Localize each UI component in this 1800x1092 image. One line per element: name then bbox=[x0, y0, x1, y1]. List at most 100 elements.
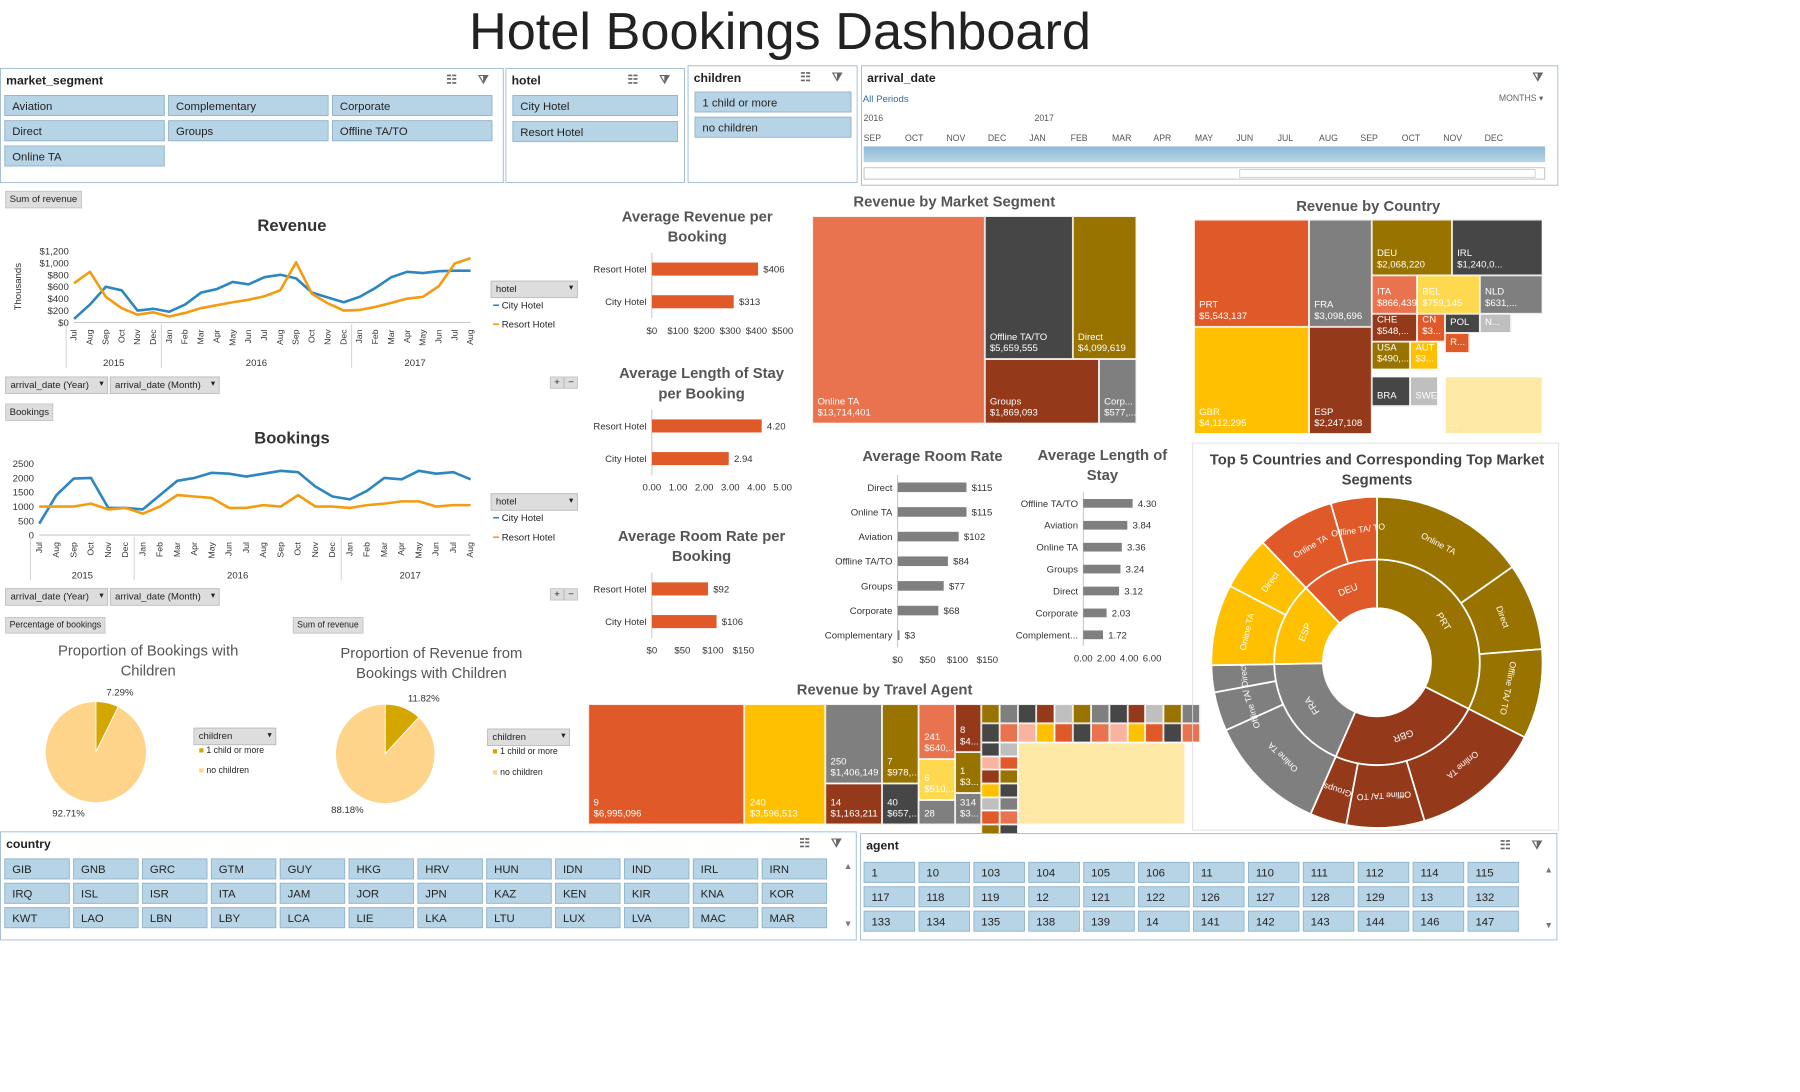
slicer-item[interactable]: City Hotel bbox=[512, 94, 679, 116]
slicer-item[interactable]: ISR bbox=[142, 882, 208, 904]
treemap-tile[interactable] bbox=[999, 797, 1019, 811]
scroll-down-icon[interactable]: ▼ bbox=[843, 919, 853, 930]
children-filter-dropdown[interactable]: children bbox=[193, 727, 277, 746]
slicer-item[interactable]: MAR bbox=[761, 907, 828, 929]
treemap-tile[interactable]: AUT $3... bbox=[1410, 341, 1438, 370]
treemap-tile[interactable] bbox=[1127, 704, 1146, 724]
slicer-item[interactable]: LIE bbox=[348, 907, 414, 929]
month-field-button[interactable]: arrival_date (Month) bbox=[109, 588, 220, 606]
treemap-tile[interactable] bbox=[981, 783, 1000, 798]
slicer-item[interactable]: LBN bbox=[142, 907, 208, 929]
slicer-item[interactable]: 142 bbox=[1247, 910, 1300, 932]
slicer-item[interactable]: 112 bbox=[1357, 861, 1410, 883]
year-field-button[interactable]: arrival_date (Year) bbox=[5, 588, 109, 606]
pivot-field-button[interactable]: Bookings bbox=[5, 403, 54, 421]
timeline-clear-icon[interactable]: ⧩ bbox=[1532, 69, 1553, 84]
slicer-item[interactable]: 141 bbox=[1193, 910, 1245, 932]
slicer-clear-icons[interactable]: ☷ ⧩ bbox=[627, 72, 679, 87]
treemap-tile[interactable]: NLD $631,... bbox=[1479, 275, 1543, 314]
expand-button[interactable]: + bbox=[549, 376, 565, 389]
treemap-tile[interactable] bbox=[1109, 723, 1128, 743]
slicer-item[interactable]: 144 bbox=[1357, 910, 1410, 932]
timeline-level-dropdown[interactable]: MONTHS ▾ bbox=[1498, 94, 1544, 104]
collapse-button[interactable]: − bbox=[563, 376, 579, 389]
treemap-tile[interactable]: IRL $1,240,0... bbox=[1451, 219, 1543, 276]
pivot-field-button[interactable]: Sum of revenue bbox=[292, 617, 364, 634]
slicer-item[interactable]: 1 bbox=[863, 861, 916, 883]
treemap-tile[interactable] bbox=[1072, 723, 1091, 743]
slicer-item[interactable]: Resort Hotel bbox=[512, 121, 679, 143]
treemap-tile[interactable]: SWE bbox=[1410, 376, 1438, 407]
slicer-item[interactable]: 117 bbox=[863, 886, 916, 908]
slicer-clear-icons[interactable]: ☷ ⧩ bbox=[800, 69, 852, 84]
slicer-clear-icons[interactable]: ☷ ⧩ bbox=[1499, 837, 1552, 852]
slicer-item[interactable]: 114 bbox=[1412, 861, 1465, 883]
slicer-item[interactable]: JOR bbox=[348, 882, 414, 904]
collapse-button[interactable]: − bbox=[563, 588, 579, 601]
timeline-month[interactable]: MAY bbox=[1194, 134, 1214, 144]
slicer-item[interactable]: IND bbox=[623, 858, 690, 880]
timeline-month[interactable]: NOV bbox=[1443, 134, 1463, 144]
slicer-clear-icons[interactable]: ☷ ⧩ bbox=[799, 835, 851, 850]
slicer-item[interactable]: HRV bbox=[417, 858, 483, 880]
treemap-tile[interactable]: 314 $3... bbox=[954, 793, 982, 825]
slicer-item[interactable]: Complementary bbox=[168, 94, 329, 116]
expand-button[interactable]: + bbox=[549, 588, 565, 601]
slicer-item[interactable]: Offline TA/TO bbox=[332, 120, 493, 142]
hotel-filter-dropdown[interactable]: hotel bbox=[490, 280, 578, 299]
treemap-tile[interactable]: R... bbox=[1444, 333, 1470, 353]
treemap-tile[interactable] bbox=[999, 704, 1019, 724]
slicer-item[interactable]: 1 child or more bbox=[694, 91, 852, 113]
slicer-item[interactable]: JAM bbox=[279, 882, 346, 904]
slicer-item[interactable]: Corporate bbox=[332, 94, 493, 116]
treemap-tile[interactable]: Direct $4,099,619 bbox=[1072, 216, 1137, 360]
timeline-month[interactable]: OCT bbox=[1401, 134, 1421, 144]
timeline-month[interactable]: JUN bbox=[1236, 134, 1254, 144]
slicer-item[interactable]: Online TA bbox=[4, 145, 165, 167]
slicer-item[interactable]: LTU bbox=[486, 907, 552, 929]
treemap-tile[interactable]: ... bbox=[1444, 376, 1543, 434]
treemap-tile[interactable]: 8 $4... bbox=[954, 704, 982, 753]
treemap-tile[interactable]: Online TA $13,714,401 bbox=[812, 216, 985, 424]
timeline-month[interactable]: NOV bbox=[946, 134, 966, 144]
slicer-item[interactable]: 129 bbox=[1357, 886, 1410, 908]
slicer-item[interactable]: LAO bbox=[73, 907, 139, 929]
treemap-tile[interactable] bbox=[999, 783, 1019, 798]
slicer-item[interactable]: 128 bbox=[1302, 886, 1355, 908]
treemap-tile[interactable]: BEL $759,145 bbox=[1417, 275, 1480, 314]
treemap-tile[interactable]: USA $490,... bbox=[1371, 341, 1411, 370]
treemap-tile[interactable] bbox=[999, 756, 1019, 770]
slicer-item[interactable]: Aviation bbox=[4, 94, 165, 116]
treemap-tile[interactable] bbox=[1072, 704, 1091, 724]
treemap-tile[interactable] bbox=[1145, 723, 1164, 743]
timeline-scrollbar[interactable] bbox=[863, 167, 1546, 180]
slicer-item[interactable]: 147 bbox=[1467, 910, 1520, 932]
hotel-filter-dropdown[interactable]: hotel bbox=[490, 493, 578, 511]
scroll-up-icon[interactable]: ▲ bbox=[843, 861, 853, 872]
timeline-month[interactable]: OCT bbox=[905, 134, 924, 144]
slicer-item[interactable]: IRQ bbox=[4, 882, 70, 904]
slicer-clear-icons[interactable]: ☷ ⧩ bbox=[446, 72, 498, 87]
pivot-field-button[interactable]: Percentage of bookings bbox=[5, 617, 106, 634]
slicer-item[interactable]: 103 bbox=[973, 861, 1025, 883]
treemap-tile[interactable] bbox=[981, 742, 1000, 757]
treemap-tile[interactable]: ITA $866,439 bbox=[1371, 275, 1418, 314]
treemap-tile[interactable]: Offline TA/TO $5,659,555 bbox=[984, 216, 1073, 360]
slicer-item[interactable]: 14 bbox=[1138, 910, 1190, 932]
slicer-item[interactable]: 122 bbox=[1138, 886, 1190, 908]
treemap-tile[interactable]: POL bbox=[1444, 313, 1480, 334]
slicer-item[interactable]: 105 bbox=[1083, 861, 1135, 883]
slicer-item[interactable]: 13 bbox=[1412, 886, 1465, 908]
slicer-item[interactable]: 111 bbox=[1302, 861, 1355, 883]
timeline-month[interactable]: MAR bbox=[1112, 134, 1132, 144]
slicer-item[interactable]: LCA bbox=[279, 907, 346, 929]
slicer-item[interactable]: ITA bbox=[210, 882, 277, 904]
timeline-scroll-thumb[interactable] bbox=[1239, 169, 1536, 178]
treemap-tile[interactable] bbox=[981, 723, 1000, 743]
treemap-tile[interactable]: N... bbox=[1479, 313, 1512, 334]
slicer-item[interactable]: 12 bbox=[1028, 886, 1080, 908]
slicer-item[interactable]: KOR bbox=[761, 882, 828, 904]
slicer-item[interactable]: 121 bbox=[1083, 886, 1135, 908]
timeline-month[interactable]: AUG bbox=[1319, 134, 1338, 144]
treemap-tile[interactable] bbox=[1054, 704, 1073, 724]
